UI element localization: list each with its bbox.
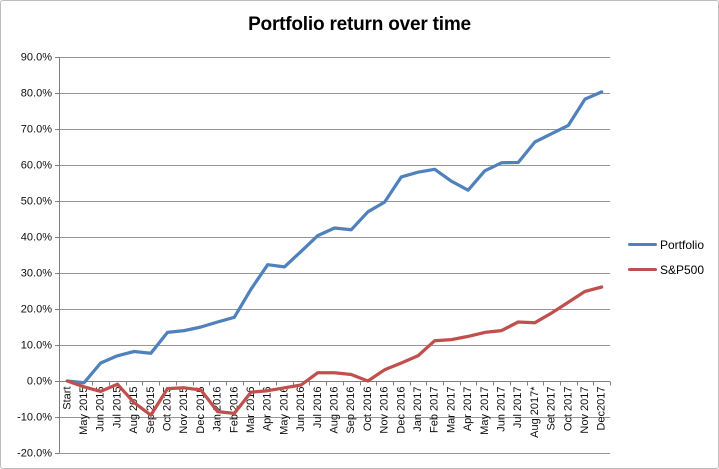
x-tick-label: Mar 2016 (245, 387, 257, 433)
y-tick-label: 10.0% (21, 340, 52, 352)
x-tick-label: Mar 2017 (445, 387, 457, 433)
y-tick-label: 20.0% (21, 304, 52, 316)
x-tick-label: Dec2017 (596, 387, 608, 431)
x-tick-label: Feb 2017 (429, 387, 441, 433)
legend-item-sp500: S&P500 (628, 257, 704, 282)
legend: Portfolio S&P500 (628, 232, 704, 282)
series-line-sp500 (65, 285, 604, 417)
x-tick-label: Sep 2015 (145, 387, 157, 434)
x-tick-label: Nov 2016 (379, 387, 391, 434)
legend-label-portfolio: Portfolio (660, 237, 705, 252)
x-tick-label: Jun 2016 (295, 387, 307, 432)
x-tick-label: Jun 2017 (495, 387, 507, 432)
x-tick-label: Nov 2015 (178, 387, 190, 434)
x-tick-label: Jun 2015 (95, 387, 107, 432)
x-tick-label: May 2016 (278, 387, 290, 435)
x-tick-label: Aug 2017* (529, 386, 541, 438)
legend-swatch-sp500 (628, 268, 657, 271)
y-tick-label: 50.0% (21, 196, 52, 208)
y-tick-label: 30.0% (21, 268, 52, 280)
x-tick-label: Oct 2016 (362, 387, 374, 432)
x-tick-label: Oct 2017 (562, 387, 574, 432)
x-tick-label: Aug 2015 (128, 387, 140, 434)
y-tick-label: -10.0% (17, 412, 52, 424)
y-tick-label: 0.0% (27, 376, 52, 388)
chart-title: Portfolio return over time (248, 14, 471, 35)
x-tick-label: Aug 2016 (329, 387, 341, 434)
x-tick-label: Oct 2015 (162, 387, 174, 432)
x-tick-label: Apr 2016 (262, 387, 274, 432)
x-tick-label: Jul 2016 (312, 387, 324, 429)
x-tick-label: Jul 2015 (111, 387, 123, 429)
x-tick-label: Set 2017 (546, 387, 558, 431)
legend-swatch-portfolio (628, 243, 657, 246)
x-tick-label: May 2017 (479, 387, 491, 435)
x-tick-label: Feb 2016 (228, 387, 240, 433)
x-tick-label: May 2015 (78, 387, 90, 435)
x-tick-label: Jul 2017 (512, 387, 524, 429)
y-tick-label: 70.0% (21, 124, 52, 136)
legend-item-portfolio: Portfolio (628, 232, 704, 257)
y-tick-label: 60.0% (21, 160, 52, 172)
x-tick-label: Start (61, 387, 73, 410)
x-tick-label: Dec 2015 (195, 387, 207, 434)
x-tick-label: Nov 2017 (579, 387, 591, 434)
x-tick-label: Dec 2016 (395, 387, 407, 434)
y-tick-label: -20.0% (17, 448, 52, 460)
y-tick-label: 80.0% (21, 88, 52, 100)
y-tick-label: 40.0% (21, 232, 52, 244)
x-tick-label: Apr 2017 (462, 387, 474, 432)
x-tick-label: Jan 2017 (412, 387, 424, 432)
x-tick-label: Sep 2016 (345, 387, 357, 434)
legend-label-sp500: S&P500 (660, 262, 705, 277)
y-tick-label: 90.0% (21, 52, 52, 64)
series-line-portfolio (65, 90, 604, 385)
